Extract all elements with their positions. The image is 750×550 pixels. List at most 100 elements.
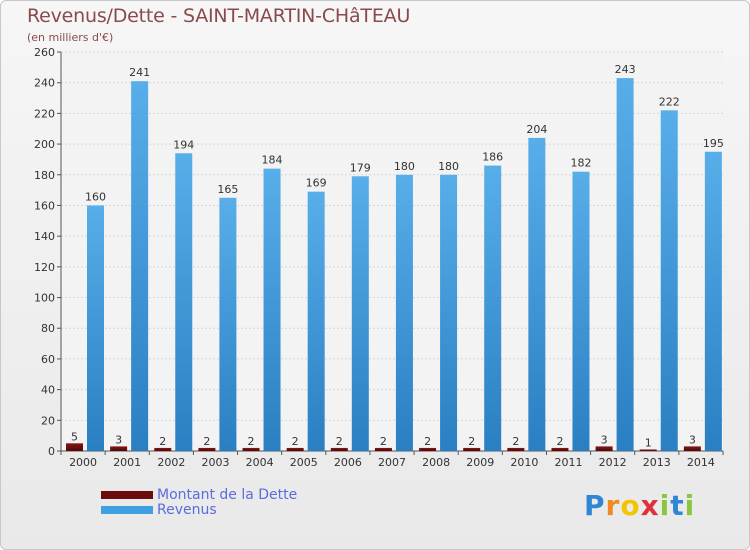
data-label-dette: 2: [248, 435, 255, 448]
legend-swatch-dette: [101, 490, 153, 499]
logo-letter: x: [640, 489, 660, 522]
data-label-revenus: 180: [394, 160, 415, 173]
bar-revenus: [263, 168, 281, 451]
labels-layer: 0 20 40 60 80 100 120 140 160 180 200 220 240 260 5 160…: [34, 46, 724, 469]
data-label-revenus: 160: [85, 190, 106, 203]
data-label-dette: 2: [424, 435, 431, 448]
x-tick-label: 2014: [687, 456, 715, 469]
data-label-dette: 2: [468, 435, 475, 448]
legend: Montant de la Dette Revenus: [101, 486, 298, 518]
bar-dette: [463, 447, 481, 451]
legend-label-revenus: Revenus: [157, 501, 217, 518]
data-label-dette: 2: [292, 435, 299, 448]
data-label-revenus: 179: [350, 161, 371, 174]
data-label-dette: 2: [336, 435, 343, 448]
bar-revenus: [660, 110, 678, 452]
y-tick-label: 200: [34, 138, 55, 151]
legend-swatch-revenus: [101, 505, 153, 514]
logo-letter: i: [659, 489, 671, 522]
bar-dette: [551, 447, 569, 451]
bar-dette: [286, 447, 304, 451]
bar-revenus: [131, 81, 149, 452]
data-label-dette: 5: [71, 430, 78, 443]
y-tick-label: 60: [41, 353, 55, 366]
bar-revenus: [572, 171, 590, 451]
data-label-dette: 3: [689, 433, 696, 446]
legend-label-dette: Montant de la Dette: [157, 486, 298, 503]
bar-revenus: [175, 153, 193, 452]
data-label-dette: 2: [159, 435, 166, 448]
y-tick-label: 220: [34, 107, 55, 120]
data-label-dette: 2: [203, 435, 210, 448]
x-tick-label: 2002: [157, 456, 185, 469]
data-label-revenus: 165: [217, 183, 238, 196]
data-label-revenus: 194: [173, 138, 194, 151]
legend-item-dette: Montant de la Dette: [101, 486, 298, 503]
x-tick-label: 2012: [599, 456, 627, 469]
data-label-revenus: 243: [615, 63, 636, 76]
chart-subtitle: (en milliers d'€): [27, 31, 114, 44]
bar-dette: [419, 447, 437, 451]
y-tick-label: 160: [34, 199, 55, 212]
y-tick-label: 20: [41, 414, 55, 427]
data-label-revenus: 241: [129, 66, 150, 79]
bar-chart: 0 20 40 60 80 100 120 140 160 180 200 220 240 260 5 160…: [34, 46, 724, 469]
x-tick-label: 2007: [378, 456, 406, 469]
x-tick-label: 2011: [555, 456, 583, 469]
data-label-revenus: 222: [659, 95, 680, 108]
data-label-dette: 2: [380, 435, 387, 448]
data-label-revenus: 169: [306, 177, 327, 190]
bar-dette: [66, 443, 83, 451]
data-label-dette: 3: [601, 433, 608, 446]
y-tick-label: 180: [34, 169, 55, 182]
x-tick-label: 2009: [466, 456, 494, 469]
legend-item-revenus: Revenus: [101, 501, 297, 518]
bar-revenus: [307, 191, 325, 451]
x-tick-label: 2000: [69, 456, 97, 469]
bar-dette: [242, 447, 260, 451]
data-label-dette: 2: [512, 435, 519, 448]
bar-dette: [507, 447, 525, 451]
y-tick-label: 120: [34, 261, 55, 274]
data-label-revenus: 184: [262, 154, 283, 167]
data-label-revenus: 182: [570, 157, 591, 170]
data-label-dette: 2: [556, 435, 563, 448]
x-tick-label: 2013: [643, 456, 671, 469]
y-tick-label: 260: [34, 46, 55, 59]
bar-revenus: [616, 78, 634, 451]
bar-revenus: [528, 137, 546, 451]
bar-dette: [110, 446, 128, 451]
chart-title: Revenus/Dette - SAINT-MARTIN-CHâTEAU: [27, 5, 411, 27]
bar-revenus: [395, 174, 413, 451]
data-label-dette: 3: [115, 433, 122, 446]
logo-letter: r: [605, 489, 621, 522]
data-label-revenus: 204: [526, 123, 547, 136]
y-tick-label: 0: [48, 445, 55, 458]
bar-dette: [330, 447, 348, 451]
data-label-revenus: 180: [438, 160, 459, 173]
bar-revenus: [351, 176, 369, 452]
grid-layer: [57, 51, 724, 455]
bar-revenus: [440, 174, 458, 451]
bar-dette: [683, 446, 701, 451]
y-tick-label: 100: [34, 292, 55, 305]
bar-revenus: [219, 197, 237, 451]
bar-dette: [374, 447, 392, 451]
bar-dette: [595, 446, 613, 451]
x-tick-label: 2003: [201, 456, 229, 469]
bar-dette: [154, 447, 172, 451]
data-label-dette: 1: [645, 436, 652, 449]
y-tick-label: 240: [34, 77, 55, 90]
bar-dette: [198, 447, 216, 451]
x-tick-label: 2006: [334, 456, 362, 469]
plot-area: [61, 52, 723, 451]
bar-dette: [639, 449, 657, 451]
x-tick-label: 2005: [290, 456, 318, 469]
x-tick-label: 2008: [422, 456, 450, 469]
x-tick-label: 2001: [113, 456, 141, 469]
bar-revenus: [87, 205, 104, 451]
logo-letter: t: [670, 489, 685, 522]
logo-letter: o: [620, 489, 641, 522]
bars-layer: [66, 78, 722, 452]
